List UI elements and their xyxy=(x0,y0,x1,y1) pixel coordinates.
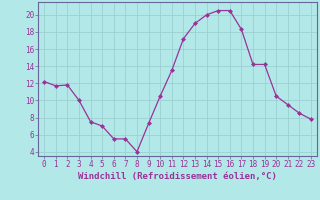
X-axis label: Windchill (Refroidissement éolien,°C): Windchill (Refroidissement éolien,°C) xyxy=(78,172,277,181)
